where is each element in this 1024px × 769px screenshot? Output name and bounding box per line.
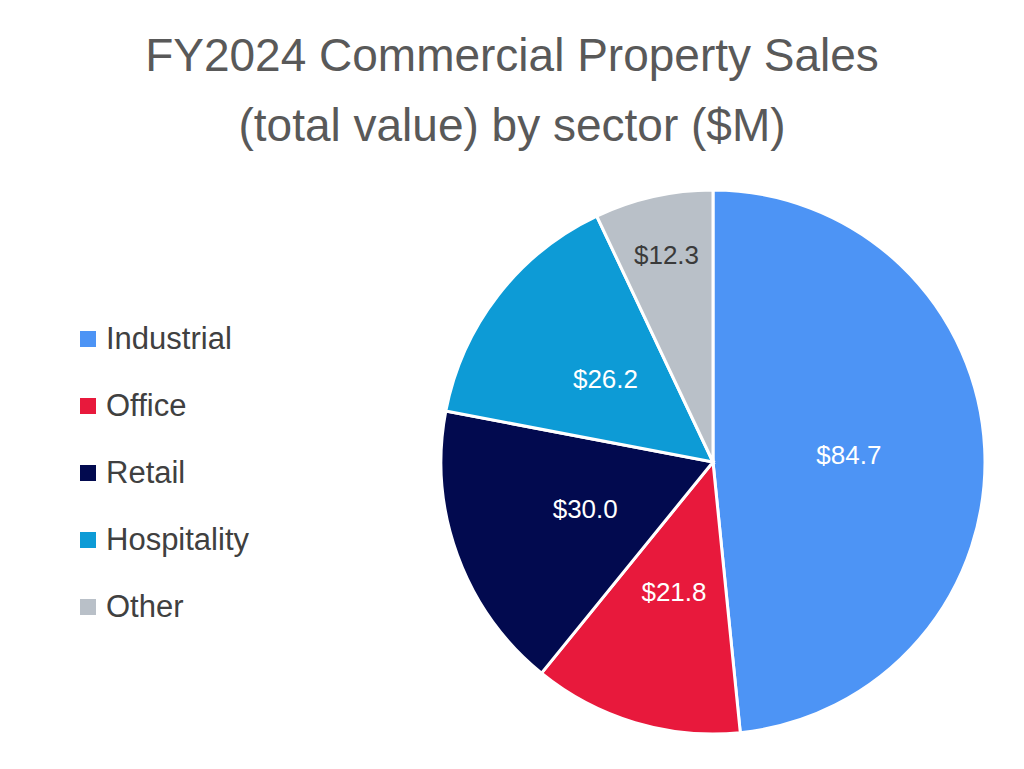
html-text:Other: Other [106, 588, 184, 624]
svg-text:$84.7: $84.7 [816, 440, 881, 470]
svg-text:$12.3: $12.3 [634, 240, 699, 270]
svg-text:$26.2: $26.2 [573, 364, 638, 394]
svg-text:$30.0: $30.0 [553, 494, 618, 524]
html-text:(total value) by sector ($M): (total value) by sector ($M) [238, 99, 786, 151]
html-text:Retail: Retail [106, 454, 186, 490]
html-text:FY2024 Commercial Property Sal: FY2024 Commercial Property Sales [145, 29, 879, 81]
html-text:Hospitality: Hospitality [106, 521, 249, 557]
html-text:Industrial: Industrial [106, 320, 232, 356]
svg-text:$21.8: $21.8 [641, 577, 706, 607]
html-text:Office: Office [106, 387, 187, 423]
